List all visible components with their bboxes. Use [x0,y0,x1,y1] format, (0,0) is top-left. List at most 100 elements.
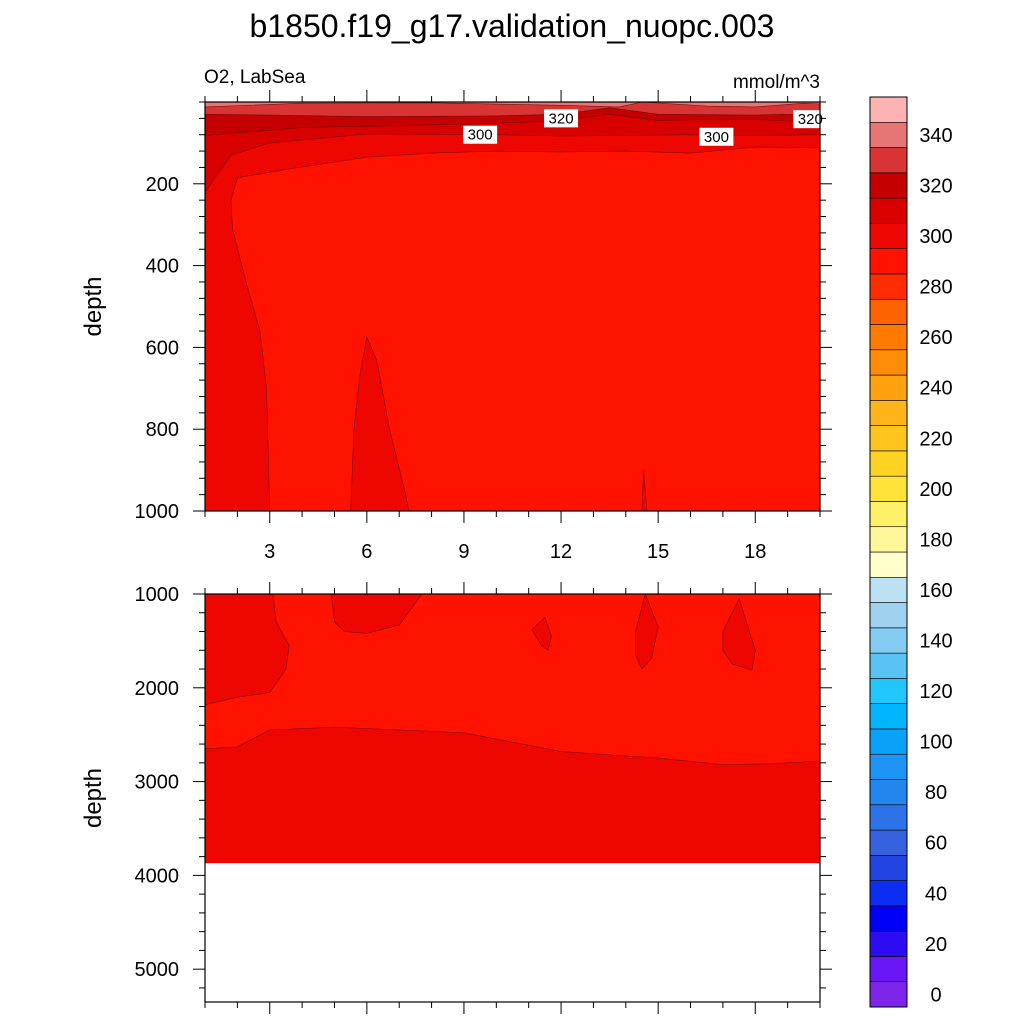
colorbar-swatch [869,223,908,249]
colorbar-swatch [869,475,908,502]
colorbar-tick-label: 180 [919,529,952,551]
x-tick-label: 18 [744,541,766,563]
colorbar-swatch [869,779,908,806]
contour-label: 300 [463,125,498,144]
contour-region-290 [205,594,820,766]
contour-label: 320 [793,110,828,129]
colorbar-swatch [869,172,908,199]
contour-label-text: 300 [704,129,729,146]
contour-region-300 [531,616,552,651]
y-axis-label: depth [80,276,107,336]
contour-region-300 [722,597,756,671]
units-label: mmol/m^3 [733,72,820,93]
colorbar-swatch [869,905,908,932]
lower-depth-panel: 1000 2000 3000 4000 5000 depth [80,582,832,1014]
colorbar-swatch [869,374,908,401]
colorbar-swatch [869,627,908,654]
variable-region-label: O2, LabSea [204,67,306,88]
contour-label: 320 [544,109,579,128]
colorbar-tick-label: 280 [919,277,952,299]
colorbar-swatch [869,400,908,426]
colorbar-frame [869,96,908,1008]
y-tick-label: 3000 [135,772,180,794]
colorbar-swatch [869,298,908,325]
y-tick-label: 200 [146,174,179,196]
x-tick-label: 9 [458,541,469,563]
upper-depth-panel: 320 300 300 320 3 6 9 12 15 18 200 400 600 800 1000 dep… [80,90,832,563]
x-tick-label: 15 [647,541,669,563]
contour-region-340 [205,102,820,108]
colorbar-swatch [869,551,908,578]
colorbar-tick-label: 20 [925,934,947,956]
y-tick-label: 1000 [135,501,180,523]
colorbar-swatch [869,678,908,704]
colorbar-swatch [869,324,908,351]
colorbar-swatch [869,526,908,553]
colorbar-tick-label: 120 [919,681,952,703]
colorbar-swatch [869,728,908,755]
y-tick-label: 600 [146,337,179,359]
upper-axis-ticks [193,90,832,523]
colorbar-tick-label: 160 [919,580,952,602]
colorbar-tick-label: 220 [919,428,952,450]
colorbar-tick-label: 40 [925,883,947,905]
contour-region-300 [641,470,648,511]
colorbar-tick-label: 320 [919,175,952,197]
colorbar-swatch [869,703,908,730]
y-tick-label: 5000 [135,959,180,981]
colorbar-tick-label: 60 [925,833,947,855]
contour-region-300 [635,594,659,670]
colorbar-swatch [869,956,908,983]
contour-label-bg [699,127,734,146]
colorbar-swatch [869,147,908,174]
colorbar-swatch [869,652,908,679]
contour-label-bg [544,109,579,128]
colorbar-swatch [869,981,908,1008]
colorbar-swatch [869,829,908,856]
colorbar: 0 20 40 60 80 100 120 140 160 180 200 220 240 260 280 3… [869,96,953,1008]
colorbar-swatch [869,602,908,629]
colorbar-swatch [869,349,908,376]
y-tick-label: 2000 [135,678,180,700]
lower-contour-fills [205,594,820,864]
colorbar-swatch [869,880,908,907]
contour-label-text: 320 [549,110,574,127]
figure-title: b1850.f19_g17.validation_nuopc.003 [250,8,775,44]
y-tick-label: 4000 [135,865,180,887]
contour-region-330 [205,102,820,118]
colorbar-swatch [869,248,908,275]
contour-label-text: 300 [468,127,493,144]
x-tick-label: 3 [264,541,275,563]
colorbar-tick-label: 0 [930,984,941,1006]
colorbar-swatch [869,96,908,123]
lower-panel-frame [204,593,821,1003]
colorbar-tick-label: 240 [919,378,952,400]
colorbar-swatch [869,855,908,881]
colorbar-tick-label: 260 [919,327,952,349]
lower-axis-ticks [193,582,832,1014]
colorbar-swatch [869,804,908,831]
contour-label-bg [463,125,498,144]
y-tick-label: 400 [146,256,179,278]
y-axis-label: depth [80,768,107,828]
colorbar-tick-label: 100 [919,732,952,754]
contour-label-bg [793,110,828,129]
contour-label-text: 320 [798,111,823,128]
colorbar-swatch [869,273,908,300]
colorbar-swatch [869,197,908,224]
colorbar-tick-label: 300 [919,226,952,248]
colorbar-swatch [869,930,908,957]
upper-panel-frame [204,101,821,512]
colorbar-swatch [869,121,908,148]
colorbar-tick-label: 340 [919,125,952,147]
y-tick-label: 800 [146,419,179,441]
colorbar-swatch [869,576,908,603]
colorbar-tick-label: 80 [925,782,947,804]
colorbar-swatch [869,501,908,528]
upper-contour-fills [205,102,820,511]
colorbar-tick-label: 200 [919,479,952,501]
colorbar-swatch [869,450,908,477]
colorbar-swatch [869,753,908,780]
contour-label: 300 [699,127,734,146]
